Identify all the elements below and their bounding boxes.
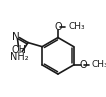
Text: CH₃: CH₃ <box>68 22 85 31</box>
Text: N: N <box>12 32 20 42</box>
Text: NH₂: NH₂ <box>10 52 29 62</box>
Text: O: O <box>54 22 62 32</box>
Text: OH: OH <box>11 45 26 55</box>
Text: CH₃: CH₃ <box>91 60 106 69</box>
Text: O: O <box>80 60 87 70</box>
